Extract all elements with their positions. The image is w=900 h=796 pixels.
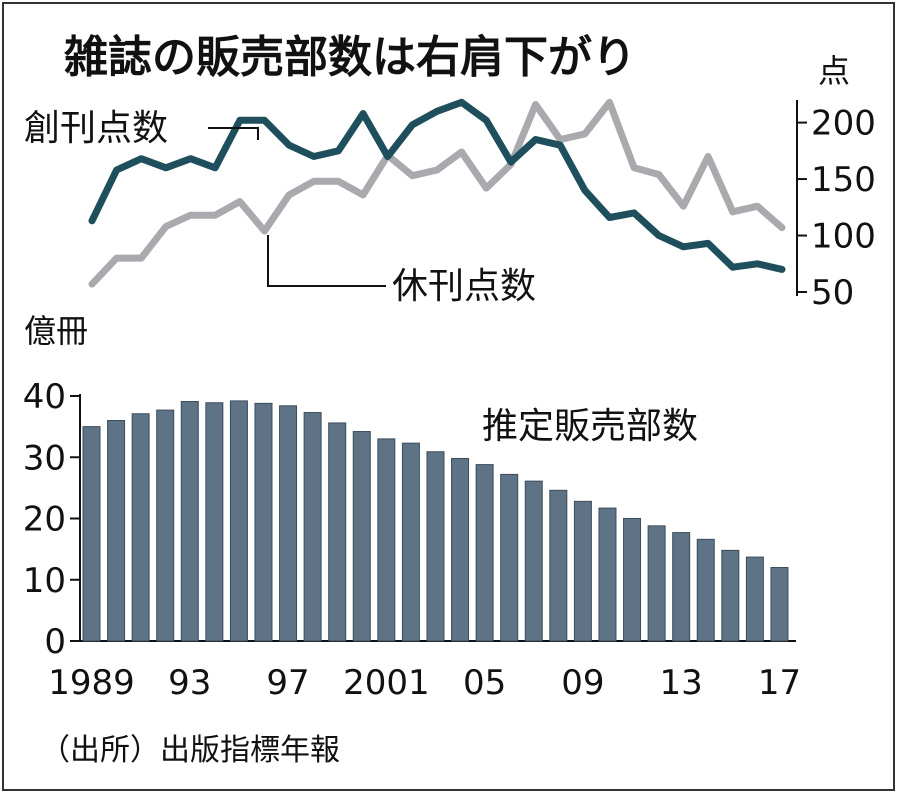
bar-2003 xyxy=(426,451,445,642)
bar-x-tick-label: 05 xyxy=(463,663,506,703)
bar-2007 xyxy=(524,480,543,642)
bar-1996 xyxy=(254,402,273,642)
bar-1993 xyxy=(180,401,199,642)
bar-2014 xyxy=(696,538,715,642)
chart-title: 雑誌の販売部数は右肩下がり xyxy=(63,32,636,83)
bar-1999 xyxy=(328,422,347,642)
series-label-closed-titles: 休刊点数 xyxy=(392,266,536,307)
bar-x-tick-label: 1989 xyxy=(48,663,135,703)
series-line-closed-titles xyxy=(88,98,786,288)
bar-series-label: 推定販売部数 xyxy=(482,406,698,447)
bar-2009 xyxy=(573,500,592,642)
line-y-tick-label: 200 xyxy=(811,104,876,144)
bar-2005 xyxy=(475,464,494,642)
bar-2010 xyxy=(598,507,617,642)
line-y-tick-label: 150 xyxy=(811,160,876,200)
bar-marks xyxy=(82,400,789,642)
bar-2016 xyxy=(745,556,764,642)
bar-2008 xyxy=(549,489,568,642)
bar-y-tick-label: 0 xyxy=(44,622,66,662)
bar-2015 xyxy=(721,549,740,642)
bar-unit-label: 億冊 xyxy=(24,312,88,350)
series-line-new-titles xyxy=(88,98,786,273)
bar-x-tick-label: 17 xyxy=(758,663,801,703)
bar-2017 xyxy=(770,567,789,642)
bar-1991 xyxy=(131,413,150,642)
bar-x-ticks: 1989 93 97 2001 05 09 13 17 xyxy=(48,663,801,703)
bar-1994 xyxy=(205,402,224,642)
leader-line-new-titles xyxy=(208,127,259,140)
bar-2002 xyxy=(401,442,420,642)
bar-2004 xyxy=(451,457,470,642)
bar-2012 xyxy=(647,525,666,642)
series-label-new-titles: 創刊点数 xyxy=(24,108,168,149)
bar-chart: 億冊 推定販売部数 0 10 20 30 40 1989 93 97 2001 05 09 13 17 xyxy=(23,312,801,703)
bar-x-tick-label: 2001 xyxy=(343,663,430,703)
line-unit-label: 点 xyxy=(818,52,850,90)
bar-x-tick-label: 13 xyxy=(660,663,703,703)
bar-1997 xyxy=(279,405,298,642)
line-y-ticks: 50 100 150 200 xyxy=(797,104,876,313)
bar-1998 xyxy=(303,412,322,642)
bar-1990 xyxy=(107,420,126,642)
bar-1995 xyxy=(229,400,248,642)
line-y-tick-label: 100 xyxy=(811,217,876,257)
bar-2013 xyxy=(672,532,691,642)
bar-x-tick-label: 97 xyxy=(266,663,309,703)
bar-x-tick-label: 09 xyxy=(561,663,604,703)
bar-2011 xyxy=(623,518,642,642)
bar-2001 xyxy=(377,438,396,642)
bar-2000 xyxy=(352,431,371,642)
bar-1992 xyxy=(156,409,175,642)
bar-y-tick-label: 40 xyxy=(23,377,66,417)
bar-1989 xyxy=(82,426,101,642)
bar-y-tick-label: 10 xyxy=(23,561,66,601)
source-note: （出所）出版指標年報 xyxy=(40,733,340,768)
line-chart: 点 50 100 150 200 創刊点数 休刊点数 xyxy=(24,52,876,313)
bar-y-tick-label: 30 xyxy=(23,438,66,478)
line-series-group xyxy=(88,98,786,288)
bar-2006 xyxy=(500,473,519,642)
bar-y-tick-label: 20 xyxy=(23,500,66,540)
line-y-tick-label: 50 xyxy=(811,273,854,313)
leader-line-closed-titles xyxy=(267,235,386,287)
bar-x-tick-label: 93 xyxy=(168,663,211,703)
